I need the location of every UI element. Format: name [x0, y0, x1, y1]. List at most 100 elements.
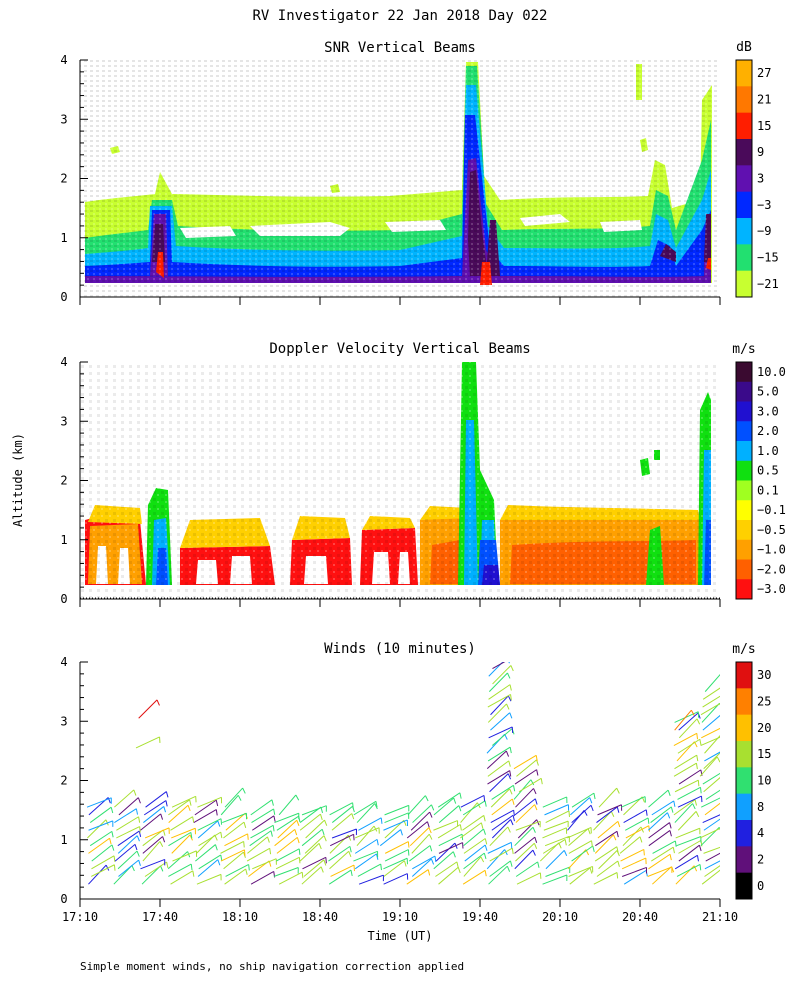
colorbar-label: 0 [757, 879, 764, 893]
wind-barb [118, 860, 138, 876]
wind-barb [88, 838, 109, 853]
wind-barb-flag [594, 793, 595, 799]
wind-barb-flag [510, 861, 512, 867]
wind-barb-flag [617, 788, 620, 793]
wind-barb-flag [215, 845, 217, 851]
colorbar-swatch [736, 461, 752, 481]
wind-barb [463, 801, 485, 815]
colorbar-swatch [736, 579, 752, 599]
wind-barb-flag [381, 864, 382, 870]
y-tick-label: 2 [60, 474, 67, 488]
wind-barb-flag [435, 856, 436, 862]
wind-barb-flag [723, 751, 725, 757]
colorbar-label: 0.5 [757, 464, 779, 478]
wind-barb-flag [238, 795, 241, 800]
wind-barb [705, 799, 726, 815]
colorbar-label: 10.0 [757, 365, 786, 379]
wind-barb-flag [431, 805, 433, 811]
wind-barb-flag [408, 850, 409, 856]
colorbar-label: −2.0 [757, 562, 786, 576]
wind-barb-flag [299, 849, 300, 855]
wind-barb-flag [321, 867, 323, 873]
wind-barb-flag [507, 704, 509, 709]
wind-barb [515, 788, 533, 807]
wind-barb [489, 658, 507, 677]
wind-barb-flag [134, 790, 136, 796]
wind-barb [675, 755, 697, 769]
wind-barb [359, 875, 383, 884]
colorbar-swatch [736, 60, 752, 87]
colorbar-swatch [736, 113, 752, 140]
colorbar-swatch [736, 86, 752, 113]
wind-barb-flag [725, 685, 726, 691]
x-axis-label: Time (UT) [367, 929, 432, 943]
colorbar-label: 21 [757, 93, 771, 107]
wind-barb [146, 792, 167, 808]
wind-barb-flag [569, 811, 570, 817]
wind-barb [515, 770, 537, 784]
y-tick-label: 4 [60, 53, 67, 67]
wind-barb [517, 873, 540, 884]
wind-barb-flag [535, 799, 537, 805]
wind-barb [649, 830, 670, 845]
y-axis-label: Altitude (km) [11, 433, 25, 527]
wind-barb [221, 795, 238, 815]
wind-barb-flag [193, 817, 194, 823]
wind-barb [464, 829, 484, 846]
wind-barb-flag [511, 694, 512, 700]
wind-barb-flag [324, 860, 326, 866]
wind-barb-flag [216, 800, 217, 806]
x-tick-label: 19:40 [462, 910, 498, 924]
wind-barb-flag [507, 866, 509, 872]
wind-barb [90, 807, 111, 822]
wind-barb [700, 827, 723, 838]
wind-barb-flag [166, 801, 167, 807]
wind-barb [593, 811, 611, 830]
wind-barb-flag [514, 810, 515, 816]
colorbar-swatch [736, 192, 752, 219]
colorbar-swatch [736, 244, 752, 271]
wind-barb-flag [243, 788, 246, 793]
colorbar-swatch [736, 441, 752, 461]
wind-barb [596, 807, 617, 823]
wind-barb-flag [350, 846, 351, 852]
wind-barb-flag [591, 805, 593, 811]
colorbar-swatch [736, 846, 752, 873]
wind-barb [300, 843, 319, 861]
wind-barb [703, 770, 725, 784]
wind-barb-flag [427, 822, 429, 828]
colorbar-label: 25 [757, 695, 771, 709]
wind-barb [332, 813, 352, 830]
wind-barb-flag [510, 789, 512, 794]
wind-barb-flag [322, 829, 324, 835]
wind-barb-flag [218, 821, 220, 827]
wind-barb-flag [136, 809, 137, 815]
wind-barb [652, 867, 671, 885]
wind-barb-flag [726, 862, 727, 868]
wind-barb-flag [460, 793, 461, 799]
y-tick-label: 2 [60, 774, 67, 788]
wind-barb [171, 871, 193, 884]
wind-barb-flag [511, 665, 513, 670]
y-tick-label: 0 [60, 592, 67, 606]
x-tick-label: 17:10 [62, 910, 98, 924]
wind-barb-flag [509, 761, 511, 767]
wind-barb [461, 795, 484, 807]
wind-barb-flag [137, 836, 139, 842]
wind-barb [195, 800, 216, 815]
wind-barb [252, 816, 274, 830]
wind-barb-flag [349, 851, 351, 857]
wind-barb [170, 817, 192, 831]
wind-barb-flag [297, 820, 299, 826]
colorbar-swatch [736, 560, 752, 580]
wind-barb-flag [139, 817, 140, 823]
wind-barb [197, 874, 221, 884]
wind-barb-flag [646, 810, 647, 816]
wind-barb-flag [511, 820, 513, 825]
colorbar-label: −21 [757, 277, 779, 291]
wind-barb [195, 845, 215, 862]
wind-barb-flag [722, 734, 725, 739]
colorbar-label: 10 [757, 774, 771, 788]
wind-barb-flag [295, 829, 297, 835]
wind-barb-flag [541, 778, 542, 784]
